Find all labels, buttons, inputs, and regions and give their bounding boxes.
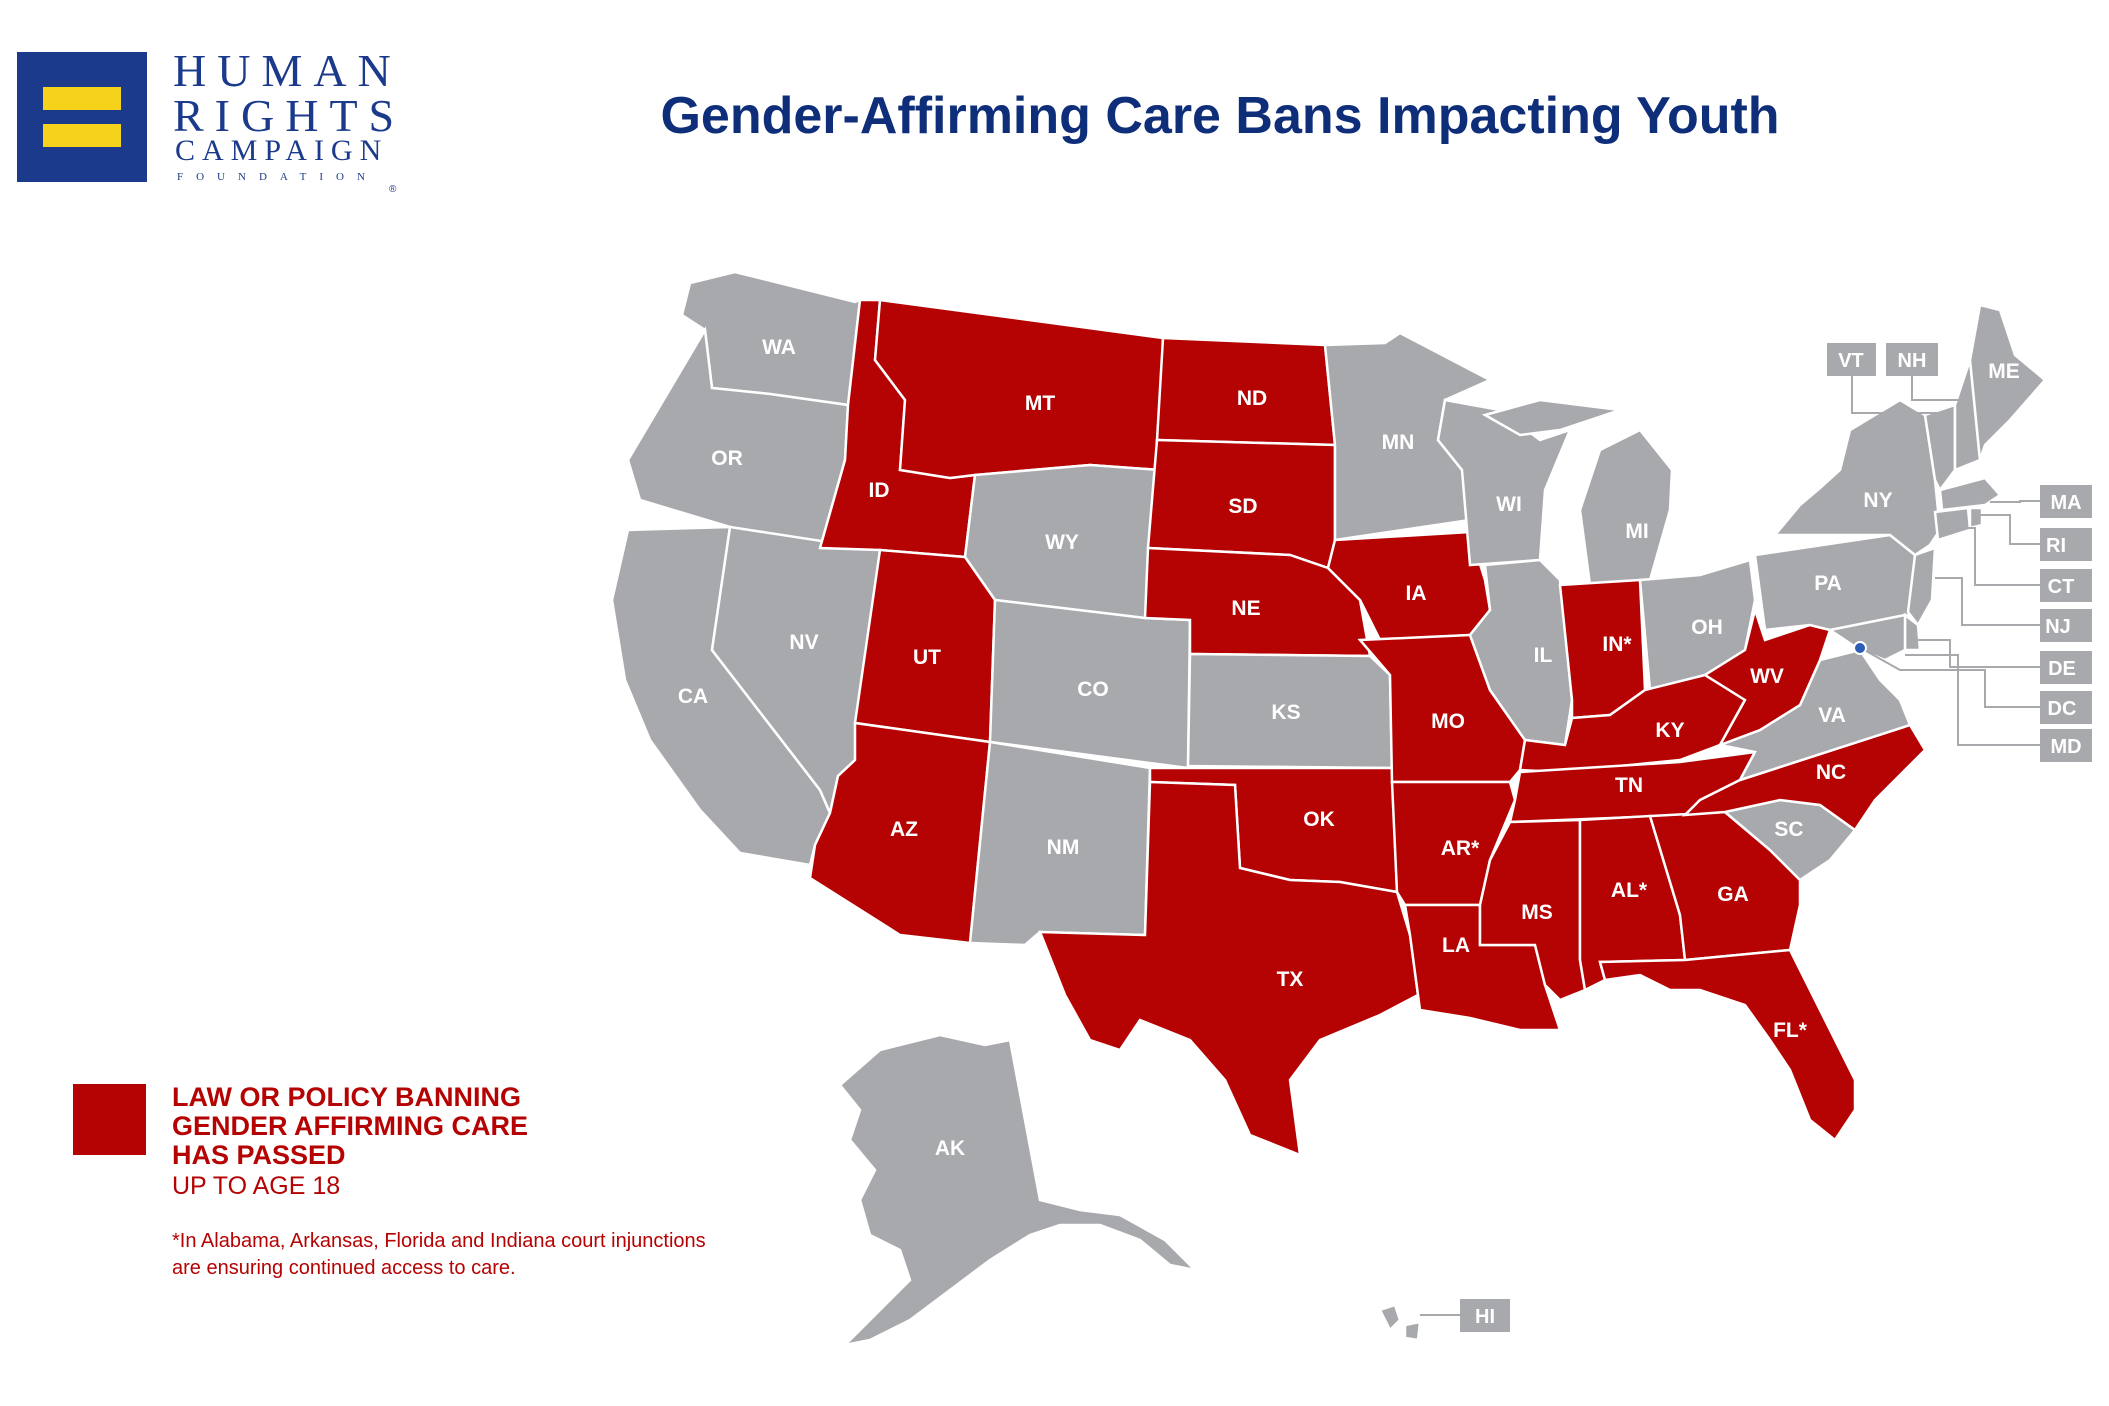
state-vt	[1923, 403, 1957, 493]
legend-title: LAW OR POLICY BANNING GENDER AFFIRMING C…	[172, 1082, 528, 1170]
callout-box-vt	[1827, 343, 1876, 376]
state-tx	[1038, 780, 1420, 1157]
state-ma	[1938, 476, 2002, 512]
callout-nh: NH	[1898, 350, 1927, 372]
label-nm: NM	[1047, 836, 1080, 859]
label-nc: NC	[1816, 761, 1846, 784]
label-tn: TN	[1615, 774, 1643, 797]
label-az: AZ	[890, 818, 918, 841]
label-fl: FL*	[1773, 1019, 1808, 1042]
label-mn: MN	[1382, 431, 1415, 454]
label-wy: WY	[1045, 531, 1079, 554]
label-wv: WV	[1750, 665, 1784, 688]
callout-box-md	[2040, 729, 2092, 762]
label-ne: NE	[1231, 597, 1260, 620]
registered-mark: ®	[389, 184, 397, 195]
label-ca: CA	[678, 685, 708, 708]
callout-box-de	[2040, 651, 2092, 684]
state-me	[1968, 303, 2047, 461]
label-me: ME	[1988, 360, 2020, 383]
legend-swatch	[73, 1084, 146, 1155]
callout-box-nh	[1886, 343, 1938, 376]
state-wv	[1702, 605, 1832, 748]
label-mi: MI	[1625, 520, 1648, 543]
label-ks: KS	[1271, 701, 1300, 724]
callout-ct: CT	[2048, 576, 2075, 598]
state-hi	[1378, 1303, 1422, 1342]
legend-subtitle: UP TO AGE 18	[172, 1172, 341, 1200]
label-ok: OK	[1303, 808, 1335, 831]
callout-box-ct	[2040, 569, 2092, 602]
callout-ri: RI	[2046, 535, 2066, 557]
callout-box-dc	[2040, 691, 2092, 724]
callout-dc: DC	[2048, 698, 2077, 720]
state-nj	[1906, 546, 1937, 628]
label-ga: GA	[1717, 883, 1749, 906]
page-title: Gender-Affirming Care Bans Impacting You…	[660, 87, 1780, 145]
callout-de: DE	[2048, 658, 2076, 680]
state-wi	[1436, 398, 1573, 567]
label-oh: OH	[1691, 616, 1723, 639]
label-il: IL	[1534, 644, 1553, 667]
label-or: OR	[711, 447, 743, 470]
label-pa: PA	[1814, 572, 1842, 595]
label-sd: SD	[1228, 495, 1257, 518]
label-ny: NY	[1863, 489, 1892, 512]
label-nd: ND	[1237, 387, 1267, 410]
state-mi-up	[1481, 398, 1621, 437]
state-mt	[873, 298, 1165, 480]
state-ky	[1518, 673, 1747, 774]
label-ky: KY	[1655, 719, 1684, 742]
org-name-line-1: HUMAN	[173, 45, 402, 96]
callout-ma: MA	[2050, 492, 2081, 514]
label-al: AL*	[1611, 879, 1648, 902]
label-ms: MS	[1521, 901, 1553, 924]
callout-vt: VT	[1838, 350, 1864, 372]
state-ri	[1968, 506, 1984, 530]
callout-box-hi	[1460, 1299, 1510, 1332]
label-ak: AK	[935, 1137, 965, 1160]
equal-sign-top-bar	[43, 87, 121, 110]
org-name-line-2: RIGHTS	[173, 90, 406, 141]
callout-md: MD	[2050, 736, 2081, 758]
label-wa: WA	[762, 336, 796, 359]
hrc-logo	[17, 52, 147, 182]
equal-sign-bottom-bar	[43, 124, 121, 147]
label-va: VA	[1818, 704, 1846, 727]
label-wi: WI	[1496, 493, 1522, 516]
label-mo: MO	[1431, 710, 1465, 733]
callout-hi: HI	[1475, 1306, 1495, 1328]
callout-box-ri	[2040, 528, 2092, 561]
callout-box-ma	[2040, 485, 2092, 518]
label-co: CO	[1077, 678, 1109, 701]
state-ak	[838, 1033, 1199, 1348]
label-in: IN*	[1602, 633, 1632, 656]
label-ar: AR*	[1441, 837, 1480, 860]
label-la: LA	[1442, 934, 1470, 957]
label-tx: TX	[1277, 968, 1304, 991]
label-sc: SC	[1774, 818, 1803, 841]
org-name-line-4: FOUNDATION	[177, 171, 378, 183]
state-mi	[1578, 428, 1674, 587]
state-ny	[1772, 398, 1942, 557]
callout-box-nj	[2040, 609, 2092, 642]
label-ut: UT	[913, 646, 941, 669]
state-fl	[1598, 948, 1857, 1142]
dc-marker	[1853, 641, 1867, 655]
org-name-line-3: CAMPAIGN	[175, 134, 389, 167]
label-mt: MT	[1025, 392, 1055, 415]
callout-nj: NJ	[2045, 616, 2071, 638]
label-id: ID	[869, 479, 890, 502]
state-ct	[1933, 506, 1972, 542]
label-ia: IA	[1406, 582, 1427, 605]
footnote: *In Alabama, Arkansas, Florida and India…	[172, 1230, 706, 1279]
state-nc	[1681, 723, 1927, 832]
label-nv: NV	[789, 631, 818, 654]
